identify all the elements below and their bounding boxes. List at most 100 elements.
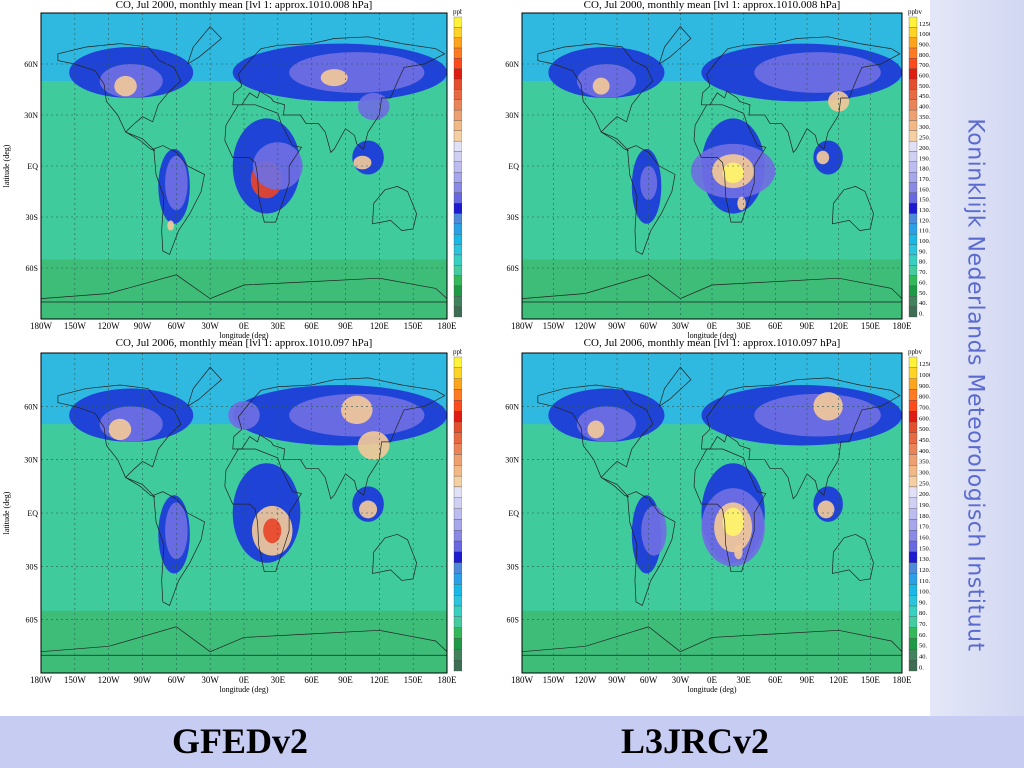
colorbar-cell bbox=[908, 540, 918, 553]
colorbar-label: 100. bbox=[919, 238, 930, 245]
colorbar-cell bbox=[908, 530, 918, 542]
continent-outline bbox=[57, 43, 182, 152]
colorbar-cell bbox=[453, 605, 462, 618]
colorbar-cell bbox=[908, 182, 918, 194]
x-tick-label: 30E bbox=[736, 675, 751, 685]
colorbar-cell bbox=[908, 660, 918, 672]
colorbar-label: 170. bbox=[919, 524, 930, 531]
co-hotspot bbox=[587, 420, 605, 439]
x-axis-label: longitude (deg) bbox=[687, 331, 736, 340]
colorbar-cell bbox=[453, 389, 462, 401]
colorbar-cell bbox=[908, 443, 918, 455]
colorbar-cell bbox=[453, 497, 462, 509]
continent-outline bbox=[701, 377, 901, 500]
colorbar-cell bbox=[908, 400, 918, 412]
colorbar-cell bbox=[908, 367, 918, 379]
colorbar-cell bbox=[908, 140, 918, 152]
colorbar-label: 100. bbox=[919, 589, 930, 596]
x-tick-label: 180E bbox=[893, 321, 913, 331]
x-tick-label: 0E bbox=[239, 675, 250, 685]
chart-title: CO, Jul 2000, monthly mean [lvl 1: appro… bbox=[584, 0, 841, 11]
continent-outline bbox=[537, 43, 654, 152]
colorbar-label: 500. bbox=[919, 426, 930, 433]
colorbar-cell bbox=[908, 78, 918, 90]
x-tick-label: 60W bbox=[640, 321, 658, 331]
chart-svg: CO, Jul 2006, monthly mean [lvl 1: appro… bbox=[2, 338, 462, 694]
colorbar-cell bbox=[908, 497, 918, 509]
continent-outline bbox=[232, 377, 446, 500]
co-hotspot bbox=[722, 507, 744, 537]
plot-area bbox=[41, 353, 447, 673]
colorbar-label: 80. bbox=[919, 259, 928, 266]
co-hotspot bbox=[641, 505, 667, 556]
colorbar-cell bbox=[908, 203, 918, 214]
x-tick-label: 180E bbox=[893, 675, 913, 685]
continent-outline bbox=[627, 145, 676, 255]
co-hotspot bbox=[734, 545, 743, 560]
colorbar-label: 150. bbox=[919, 545, 930, 552]
colorbar-label: 150. bbox=[919, 197, 930, 204]
continent-outline bbox=[693, 104, 767, 223]
colorbar-label: 300. bbox=[919, 469, 930, 476]
x-tick-label: 90E bbox=[338, 675, 353, 685]
colorbar-cell bbox=[453, 296, 462, 307]
co-hotspot bbox=[289, 52, 425, 93]
colorbar-cell bbox=[908, 475, 918, 488]
colorbar-label: 1000. bbox=[919, 31, 930, 38]
y-tick-label: 60N bbox=[24, 60, 38, 69]
co-hotspot bbox=[108, 418, 132, 441]
colorbar-cell bbox=[453, 410, 462, 423]
colorbar-cell bbox=[453, 192, 462, 204]
y-axis-label: latitude (deg) bbox=[2, 144, 11, 187]
colorbar-unit: ppbv bbox=[453, 348, 462, 356]
continent-outline bbox=[658, 366, 692, 408]
colorbar-cell bbox=[453, 120, 462, 131]
x-tick-label: 150E bbox=[861, 321, 881, 331]
colorbar-cell bbox=[453, 400, 462, 412]
x-tick-label: 150W bbox=[64, 675, 87, 685]
x-tick-label: 90E bbox=[800, 675, 815, 685]
colorbar-cell bbox=[453, 223, 462, 235]
colorbar-cell bbox=[908, 161, 918, 173]
continent-outline bbox=[224, 104, 303, 223]
colorbar-cell bbox=[908, 234, 918, 245]
co-hotspot bbox=[576, 406, 636, 442]
colorbar-cell bbox=[453, 584, 462, 596]
continent-outline bbox=[701, 36, 901, 154]
colorbar-cell bbox=[453, 367, 462, 379]
chart-svg: CO, Jul 2006, monthly mean [lvl 1: appro… bbox=[505, 338, 930, 694]
colorbar-cell bbox=[453, 306, 462, 318]
colorbar-cell bbox=[908, 172, 918, 183]
continent-outline bbox=[537, 384, 654, 498]
bottom-band bbox=[0, 716, 1024, 768]
co-hotspot bbox=[359, 500, 378, 519]
x-tick-label: 150E bbox=[404, 321, 424, 331]
colorbar-label: 1000. bbox=[919, 372, 930, 379]
colorbar-cell bbox=[908, 223, 918, 235]
co-hotspot bbox=[722, 162, 744, 183]
colorbar-cell bbox=[908, 89, 918, 100]
colorbar-label: 800. bbox=[919, 394, 930, 401]
colorbar-label: 500. bbox=[919, 83, 930, 90]
colorbar-label: 400. bbox=[919, 104, 930, 111]
plot-border bbox=[521, 12, 903, 320]
plot-border bbox=[40, 12, 448, 320]
x-tick-label: 120E bbox=[370, 321, 390, 331]
chart-svg: CO, Jul 2000, monthly mean [lvl 1: appro… bbox=[2, 0, 462, 340]
colorbar-label: 200. bbox=[919, 145, 930, 152]
colorbar-cell bbox=[908, 306, 918, 318]
colorbar-unit: ppbv bbox=[453, 8, 462, 16]
x-tick-label: 150E bbox=[861, 675, 881, 685]
co-hotspot bbox=[320, 69, 348, 87]
colorbar-cell bbox=[908, 120, 918, 131]
y-tick-label: 60N bbox=[24, 402, 38, 411]
continent-outline bbox=[153, 491, 205, 606]
colorbar-cell bbox=[453, 203, 462, 214]
chart-panel-gfedv2-2006: CO, Jul 2006, monthly mean [lvl 1: appro… bbox=[0, 338, 462, 716]
southern-band bbox=[41, 610, 447, 673]
x-tick-label: 60E bbox=[768, 675, 783, 685]
colorbar-cell bbox=[908, 627, 918, 639]
colorbar-label: 160. bbox=[919, 186, 930, 193]
y-tick-label: EQ bbox=[508, 509, 519, 518]
colorbar-label: 120. bbox=[919, 217, 930, 224]
